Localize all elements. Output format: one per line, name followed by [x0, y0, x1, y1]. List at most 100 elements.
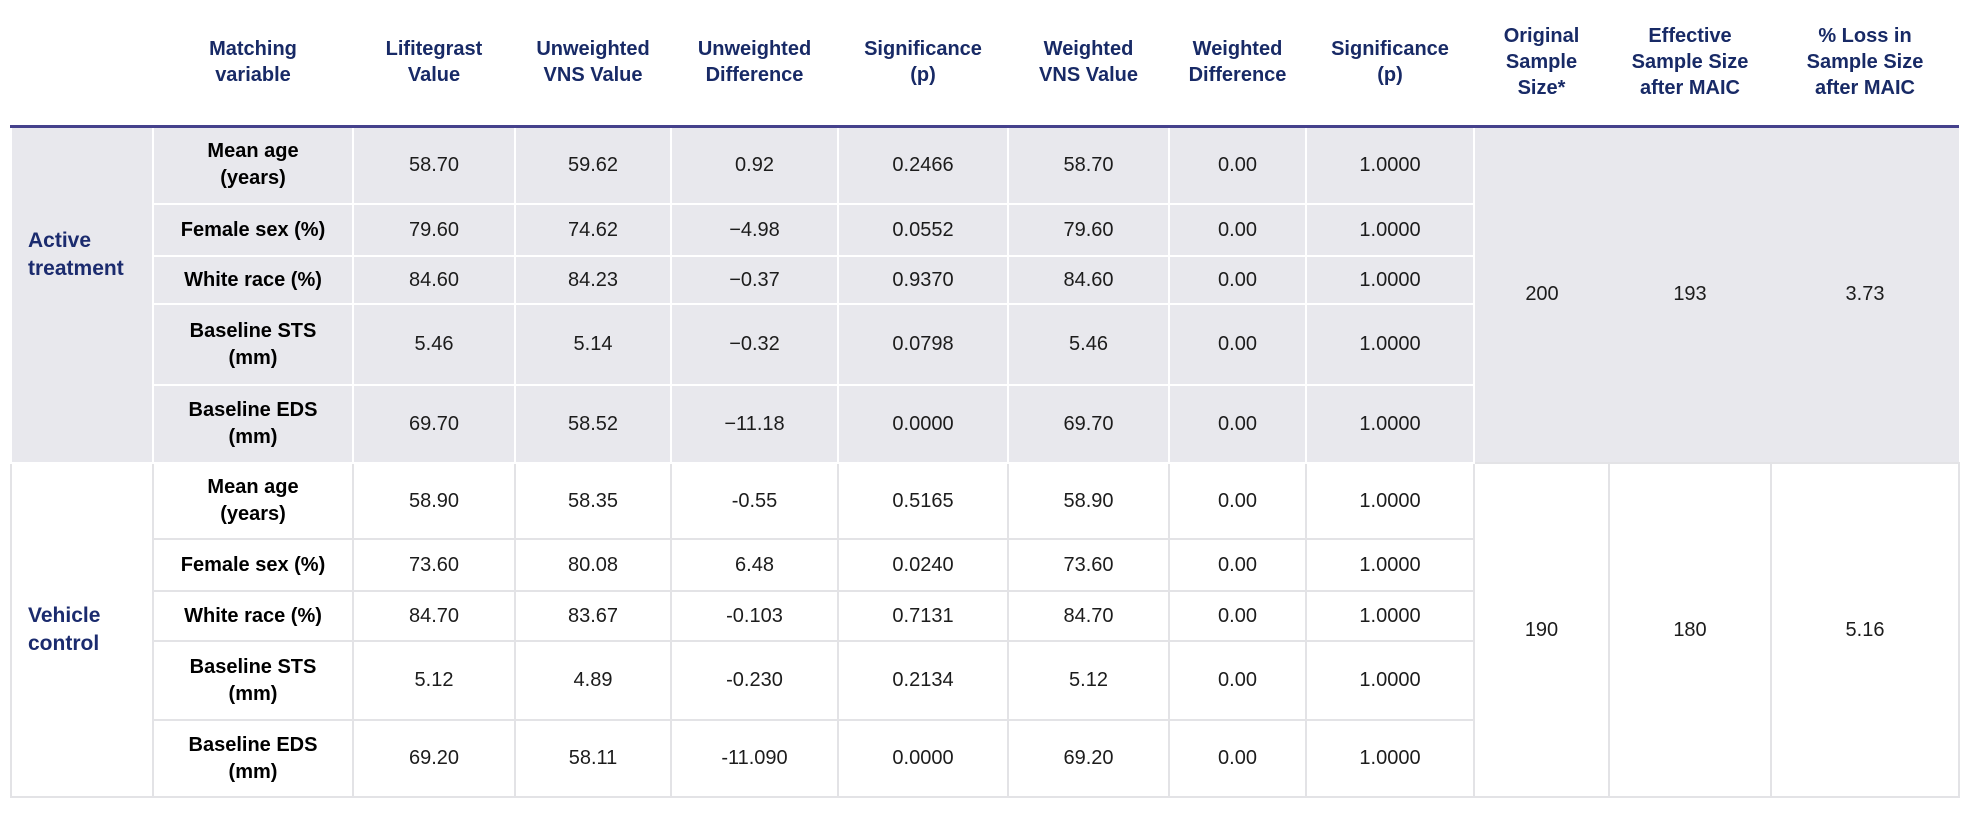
value-cell: 5.12 — [352, 640, 516, 721]
table-row: Baseline STS (mm) 5.46 5.14 −0.32 0.0798… — [11, 303, 1959, 386]
active-treatment-section: Active treatment Mean age (years) 58.70 … — [10, 125, 1959, 464]
value-cell: 0.0000 — [837, 719, 1009, 798]
variable-cell: Baseline EDS (mm) — [152, 719, 354, 798]
table-row: White race (%) 84.70 83.67 -0.103 0.7131… — [11, 590, 1959, 642]
value-cell: 69.20 — [352, 719, 516, 798]
value-cell: 0.00 — [1168, 719, 1307, 798]
value-cell: 0.00 — [1168, 255, 1307, 305]
value-cell: 0.2466 — [837, 125, 1009, 205]
value-cell: 1.0000 — [1305, 384, 1475, 464]
value-cell: 69.70 — [1007, 384, 1170, 464]
vehicle-control-section: Vehicle control Mean age (years) 58.90 5… — [10, 462, 1960, 798]
col-header-unweighted-difference: Unweighted Difference — [671, 0, 838, 128]
value-cell: 58.70 — [1007, 125, 1170, 205]
value-cell: 1.0000 — [1305, 462, 1475, 540]
col-header-unweighted-vns-value: Unweighted VNS Value — [515, 0, 671, 128]
col-header-significance-unweighted: Significance (p) — [838, 0, 1008, 128]
variable-cell: Female sex (%) — [152, 203, 354, 257]
pct-loss-value: 3.73 — [1771, 126, 1959, 463]
variable-cell: Mean age (years) — [152, 125, 354, 205]
value-cell: 0.0240 — [837, 538, 1009, 592]
value-cell: 0.7131 — [837, 590, 1009, 642]
effective-sample-size-value: 180 — [1608, 462, 1772, 798]
value-cell: 5.46 — [1007, 303, 1170, 386]
col-header-matching-variable: Matching variable — [153, 0, 353, 128]
value-cell: 0.2134 — [837, 640, 1009, 721]
table-row: Vehicle control Mean age (years) 58.90 5… — [10, 462, 1960, 798]
value-cell: 58.11 — [514, 719, 672, 798]
variable-cell: Baseline STS (mm) — [152, 303, 354, 386]
table-row: Baseline EDS (mm) 69.70 58.52 −11.18 0.0… — [11, 384, 1959, 464]
effective-sample-size-value: 193 — [1609, 126, 1771, 463]
value-cell: 1.0000 — [1305, 719, 1475, 798]
value-cell: −0.32 — [670, 303, 839, 386]
value-cell: 84.60 — [352, 255, 516, 305]
value-cell: -0.103 — [670, 590, 839, 642]
value-cell: 0.0000 — [837, 384, 1009, 464]
value-cell: 79.60 — [352, 203, 516, 257]
value-cell: 58.90 — [1007, 462, 1170, 540]
value-cell: 1.0000 — [1305, 125, 1475, 205]
variable-cell: Female sex (%) — [152, 538, 354, 592]
value-cell: 0.00 — [1168, 640, 1307, 721]
value-cell: 1.0000 — [1305, 303, 1475, 386]
value-cell: 84.60 — [1007, 255, 1170, 305]
table-row: Baseline STS (mm) 5.12 4.89 -0.230 0.213… — [11, 640, 1959, 721]
value-cell: 0.00 — [1168, 538, 1307, 592]
col-header-significance-weighted: Significance (p) — [1306, 0, 1474, 128]
value-cell: 69.20 — [1007, 719, 1170, 798]
value-cell: 0.0552 — [837, 203, 1009, 257]
value-cell: -0.230 — [670, 640, 839, 721]
group-label-active-treatment: Active treatment — [10, 125, 154, 464]
value-cell: -11.090 — [670, 719, 839, 798]
value-cell: 5.12 — [1007, 640, 1170, 721]
value-cell: 0.0798 — [837, 303, 1009, 386]
value-cell: 1.0000 — [1305, 590, 1475, 642]
value-cell: 0.00 — [1168, 203, 1307, 257]
col-header-weighted-difference: Weighted Difference — [1169, 0, 1306, 128]
value-cell: 6.48 — [670, 538, 839, 592]
value-cell: 4.89 — [514, 640, 672, 721]
value-cell: −0.37 — [670, 255, 839, 305]
value-cell: 58.90 — [352, 462, 516, 540]
value-cell: 58.35 — [514, 462, 672, 540]
value-cell: 0.9370 — [837, 255, 1009, 305]
variable-cell: Baseline STS (mm) — [152, 640, 354, 721]
value-cell: 1.0000 — [1305, 203, 1475, 257]
value-cell: 5.14 — [514, 303, 672, 386]
original-sample-size-value: 190 — [1473, 462, 1610, 798]
value-cell: -0.55 — [670, 462, 839, 540]
value-cell: 5.46 — [352, 303, 516, 386]
value-cell: 84.70 — [1007, 590, 1170, 642]
variable-cell: White race (%) — [152, 255, 354, 305]
col-header-original-sample-size: Original Sample Size* — [1474, 0, 1609, 128]
value-cell: 0.92 — [670, 125, 839, 205]
col-header-pct-loss-sample-size: % Loss in Sample Size after MAIC — [1771, 0, 1959, 128]
pct-loss-value: 5.16 — [1770, 462, 1960, 798]
table-row: Baseline EDS (mm) 69.20 58.11 -11.090 0.… — [11, 719, 1959, 798]
value-cell: 58.70 — [352, 125, 516, 205]
value-cell: 83.67 — [514, 590, 672, 642]
variable-cell: White race (%) — [152, 590, 354, 642]
col-header-weighted-vns-value: Weighted VNS Value — [1008, 0, 1169, 128]
value-cell: 74.62 — [514, 203, 672, 257]
table-row: Female sex (%) 79.60 74.62 −4.98 0.0552 … — [11, 203, 1959, 257]
header-row: Matching variable Lifitegrast Value Unwe… — [11, 0, 1959, 128]
table-row: White race (%) 84.60 84.23 −0.37 0.9370 … — [11, 255, 1959, 305]
value-cell: 0.00 — [1168, 590, 1307, 642]
variable-cell: Baseline EDS (mm) — [152, 384, 354, 464]
col-header-effective-sample-size: Effective Sample Size after MAIC — [1609, 0, 1771, 128]
value-cell: 0.5165 — [837, 462, 1009, 540]
value-cell: 1.0000 — [1305, 640, 1475, 721]
value-cell: 0.00 — [1168, 462, 1307, 540]
value-cell: 79.60 — [1007, 203, 1170, 257]
value-cell: 0.00 — [1168, 303, 1307, 386]
value-cell: −4.98 — [670, 203, 839, 257]
value-cell: 73.60 — [1007, 538, 1170, 592]
header-spacer — [11, 0, 153, 128]
col-header-lifitegrast-value: Lifitegrast Value — [353, 0, 515, 128]
value-cell: 84.70 — [352, 590, 516, 642]
value-cell: 80.08 — [514, 538, 672, 592]
table-row: Female sex (%) 73.60 80.08 6.48 0.0240 7… — [11, 538, 1959, 592]
